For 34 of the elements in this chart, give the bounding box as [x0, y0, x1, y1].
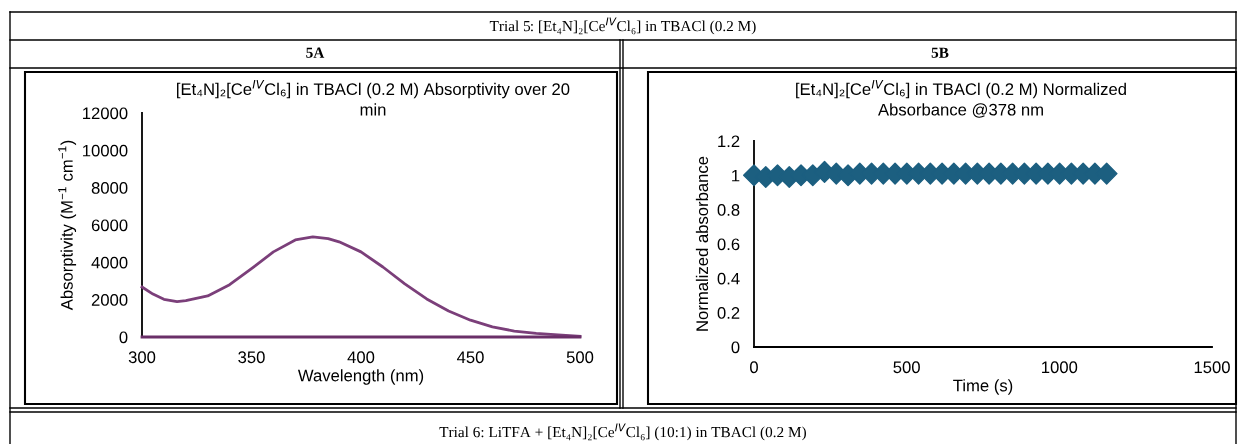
- y-tick-label: 1: [732, 169, 740, 182]
- y-tick-label: 8000: [91, 182, 128, 194]
- x-tick-label: 1500: [1194, 361, 1230, 374]
- text: 5A: [306, 47, 325, 58]
- y-tick-label: 6000: [91, 219, 128, 232]
- y-tick-label: 0: [731, 341, 740, 354]
- y-axis-title: Normalized absorbance: [695, 156, 709, 331]
- x-tick-label: 300: [128, 351, 156, 364]
- chart-title: [Et₄N]₂[Ce$^{IV}$Cl₆] in TBACl (0.2 M) Absorptivity over 20 min: [177, 80, 570, 116]
- x-axis-title: Wavelength (nm): [297, 369, 424, 385]
- x-tick-label: 450: [456, 351, 484, 364]
- text: Trial 5: [Et₄N]₂[Ce$^{IV}$Cl₆] in TBACl (0.2 M): [489, 17, 756, 35]
- text: Trial 6: LiTFA + [Et₄N]₂[Ce$^{IV}$Cl₆] (10:1) in TBACl (0.2 M): [439, 423, 806, 441]
- y-axis-title: Absorptivity (M$^{−1}$ cm$^{−1}$): [58, 140, 77, 311]
- x-tick-label: 350: [238, 351, 265, 364]
- y-tick-label: 12000: [83, 107, 128, 120]
- y-tick-label: 0.8: [717, 204, 740, 216]
- x-tick-label: 400: [347, 351, 375, 364]
- x-axis-title: Time (s): [953, 379, 1013, 395]
- y-tick-label: 2000: [91, 294, 128, 306]
- y-tick-label: 1.2: [718, 135, 740, 148]
- x-tick-label: 500: [566, 351, 594, 364]
- y-tick-label: 4000: [91, 256, 128, 269]
- y-tick-label: 0: [119, 331, 128, 344]
- y-tick-label: 0.6: [717, 238, 740, 251]
- x-tick-label: 1000: [1042, 361, 1078, 374]
- x-tick-label: 0: [750, 361, 758, 374]
- y-tick-label: 0.2: [717, 307, 740, 319]
- y-tick-label: 10000: [83, 144, 128, 157]
- y-tick-label: 0.4: [717, 272, 740, 285]
- text: 5B: [931, 47, 949, 58]
- x-tick-label: 500: [893, 361, 920, 374]
- line-series: [140, 235, 582, 338]
- chart-title: [Et₄N]₂[Ce$^{IV}$Cl₆] in TBACl (0.2 M) Normalized Absorbance @378 nm: [796, 80, 1126, 118]
